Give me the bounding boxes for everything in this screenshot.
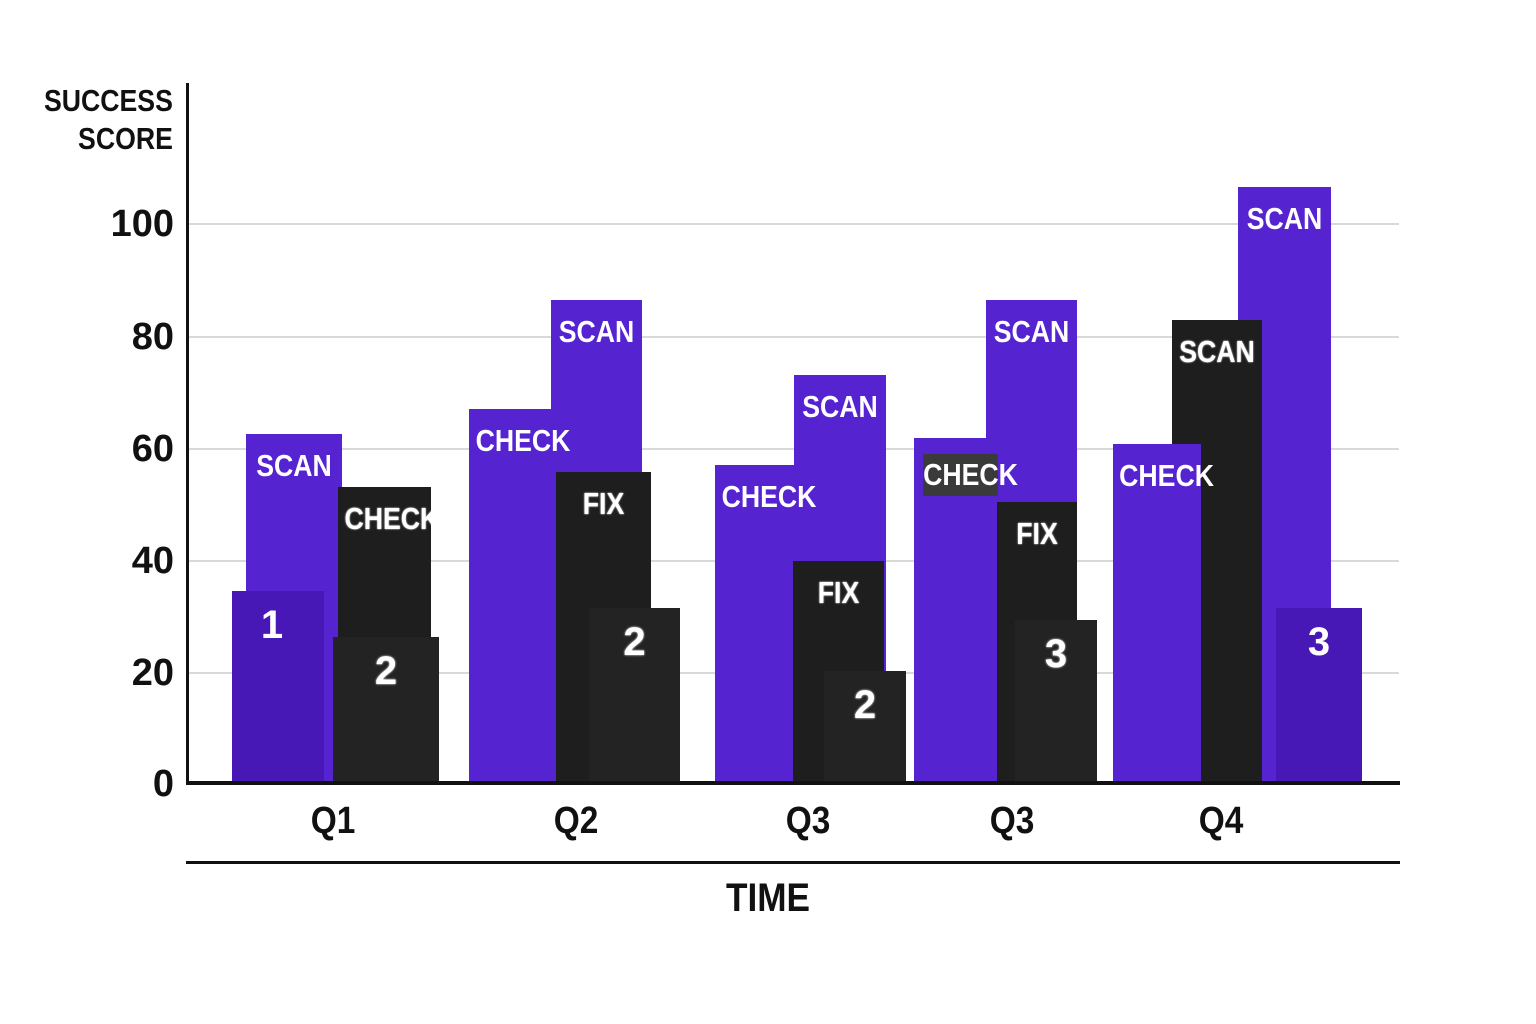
y-tick-80: 80 xyxy=(131,316,174,358)
y-tick-60: 60 xyxy=(131,428,174,470)
x-tick-q4: Q4 xyxy=(1198,800,1244,842)
y-tick-100: 100 xyxy=(110,203,174,245)
bar-label: 2 xyxy=(623,620,646,664)
bar-q3b-check: CHECK xyxy=(914,438,1018,783)
y-axis-title-line2: SCORE xyxy=(78,121,173,156)
y-axis xyxy=(186,83,189,785)
bar-label: SCAN xyxy=(1179,334,1255,369)
bar-label: CHECK xyxy=(1119,458,1214,493)
gridline-100 xyxy=(189,223,1399,225)
bar-q2-2: 2 xyxy=(589,608,680,783)
x-tick-q3-second: Q3 xyxy=(989,800,1035,842)
bar-label: FIX xyxy=(817,575,860,610)
bar-label: SCAN xyxy=(558,314,635,349)
bar-label: CHECK xyxy=(475,423,571,458)
y-tick-0: 0 xyxy=(152,763,174,805)
bar-label: 2 xyxy=(374,649,398,693)
bar-label: SCAN xyxy=(993,314,1070,349)
y-tick-20: 20 xyxy=(131,652,174,694)
bar-label: SCAN xyxy=(256,448,332,483)
x-tick-q1: Q1 xyxy=(310,800,356,842)
bar-label: 1 xyxy=(260,603,284,647)
bar-q4-3: 3 xyxy=(1276,608,1362,783)
x-tick-q3: Q3 xyxy=(785,800,831,842)
bar-label: FIX xyxy=(1016,516,1058,551)
x-axis-divider xyxy=(186,861,1400,864)
bar-label: 3 xyxy=(1044,632,1068,676)
bar-q1-2: 2 xyxy=(333,637,439,783)
x-tick-q2: Q2 xyxy=(553,800,599,842)
y-axis-title-line1: SUCCESS xyxy=(44,83,173,118)
bar-q3-2: 2 xyxy=(824,671,906,783)
bar-label: CHECK xyxy=(344,501,440,536)
bar-q2-check: CHECK xyxy=(469,409,571,783)
bar-label: SCAN xyxy=(1246,201,1323,236)
bar-q1-1: 1 xyxy=(232,591,324,783)
y-tick-40: 40 xyxy=(131,540,174,582)
bar-label: FIX xyxy=(582,486,625,521)
bar-label: 2 xyxy=(853,683,877,727)
bar-label: CHECK xyxy=(721,479,817,514)
bar-label: SCAN xyxy=(802,389,878,424)
x-axis-title: TIME xyxy=(725,876,811,920)
bar-label: 3 xyxy=(1307,620,1331,664)
bar-label: CHECK xyxy=(923,454,1018,496)
y-axis-title: SUCCESS SCORE xyxy=(44,82,173,158)
gridline-80 xyxy=(189,336,1399,338)
bar-q4-check: CHECK xyxy=(1113,444,1214,783)
x-axis xyxy=(186,781,1400,785)
bar-q3b-3: 3 xyxy=(1015,620,1097,783)
